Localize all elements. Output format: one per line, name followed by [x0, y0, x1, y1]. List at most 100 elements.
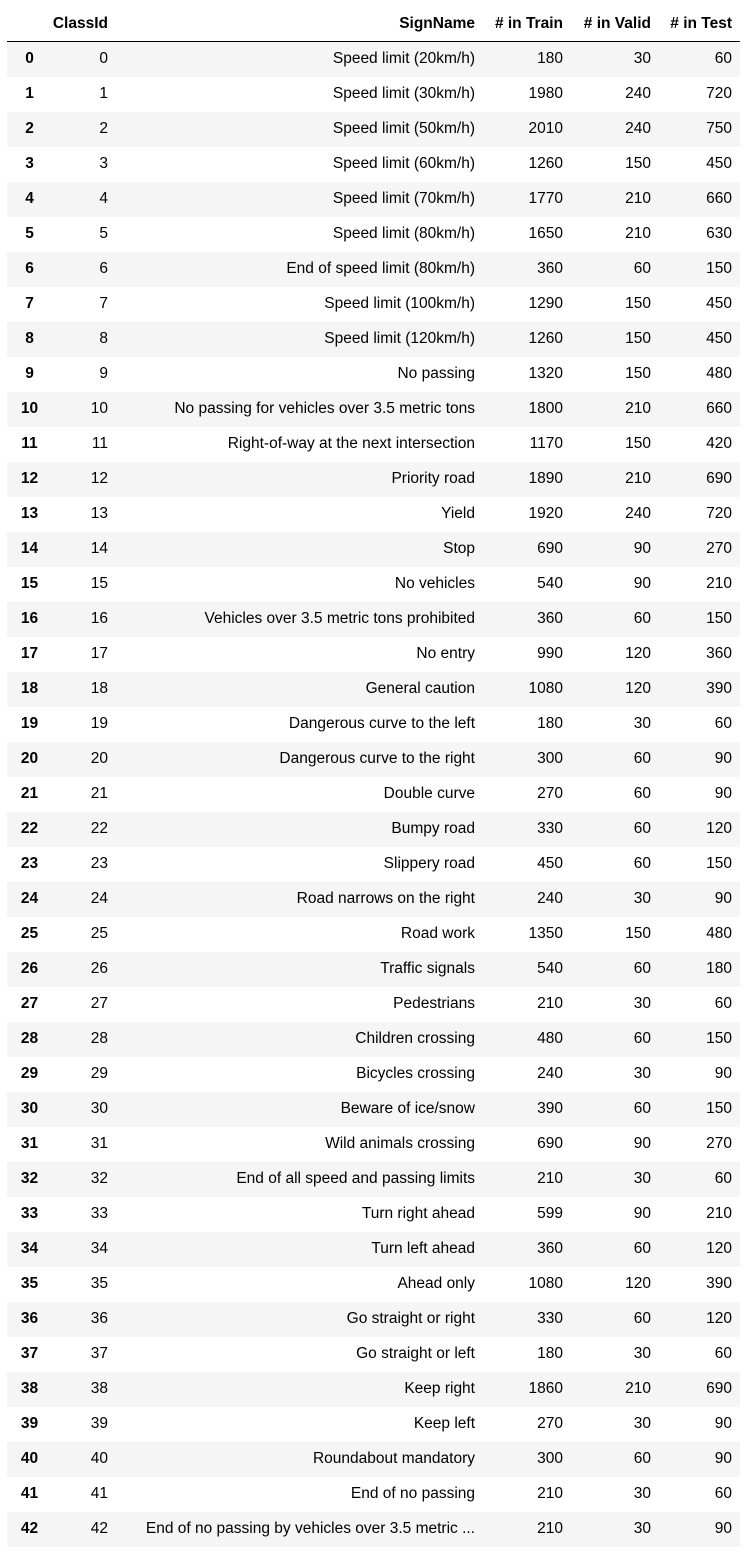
cell-train-count: 1860 [528, 1380, 563, 1397]
cell-test-count: 60 [714, 50, 732, 68]
table-row: 9 9 No passing 1320 150 480 [7, 357, 740, 392]
header-signname: SignName [116, 7, 483, 42]
cell-test-count: 270 [706, 1135, 732, 1152]
cell-train-count: 540 [537, 575, 563, 592]
cell-valid-count: 60 [633, 1310, 651, 1327]
cell-signname: Turn right ahead [361, 1205, 475, 1222]
cell-signname: No entry [416, 645, 475, 662]
table-row: 32 32 End of all speed and passing limits 2… [7, 1161, 740, 1197]
cell-train-count: 1650 [528, 225, 563, 242]
table-row: 11 11 Right-of-way at the next intersectio… [7, 427, 740, 462]
cell-train-count: 270 [537, 1415, 563, 1432]
cell-classid: 3 [99, 155, 108, 172]
cell-valid-count: 120 [625, 645, 651, 662]
cell-valid-count: 240 [625, 85, 651, 102]
cell-signname: Bicycles crossing [356, 1065, 475, 1082]
cell-train-count: 599 [537, 1205, 563, 1222]
cell-classid: 41 [90, 1485, 108, 1502]
cell-valid-count: 90 [633, 1205, 651, 1222]
cell-valid-count: 30 [633, 715, 651, 732]
header-index [7, 7, 52, 42]
cell-test-count: 60 [714, 1485, 732, 1502]
table-row: 26 26 Traffic signals 540 60 180 [7, 951, 740, 987]
cell-classid: 35 [90, 1275, 108, 1292]
cell-valid-count: 60 [633, 855, 651, 872]
row-index: 7 [25, 295, 34, 312]
cell-classid: 24 [90, 890, 108, 907]
row-index: 20 [20, 750, 39, 767]
cell-classid: 31 [90, 1135, 108, 1152]
cell-test-count: 90 [714, 750, 732, 767]
cell-classid: 30 [90, 1100, 108, 1117]
cell-signname: Double curve [383, 785, 475, 802]
cell-test-count: 90 [714, 1450, 732, 1467]
row-index: 11 [21, 435, 38, 452]
cell-train-count: 480 [537, 1030, 563, 1047]
cell-valid-count: 30 [633, 1170, 651, 1187]
cell-valid-count: 90 [633, 540, 651, 557]
cell-valid-count: 60 [633, 960, 651, 977]
row-index: 21 [20, 785, 39, 802]
cell-valid-count: 30 [633, 1520, 651, 1537]
cell-test-count: 210 [706, 575, 732, 592]
cell-classid: 13 [90, 505, 108, 522]
cell-signname: Traffic signals [380, 960, 475, 977]
cell-signname: Keep left [413, 1415, 475, 1432]
cell-signname: Children crossing [355, 1030, 475, 1047]
row-index: 33 [20, 1205, 39, 1222]
cell-classid: 33 [90, 1205, 108, 1222]
cell-valid-count: 210 [625, 1380, 651, 1397]
row-index: 12 [20, 470, 39, 487]
cell-signname: Go straight or right [346, 1310, 475, 1327]
cell-train-count: 360 [537, 610, 563, 627]
cell-classid: 5 [99, 225, 108, 242]
row-index: 13 [20, 505, 39, 522]
row-index: 16 [20, 610, 39, 627]
cell-signname: Road narrows on the right [296, 890, 475, 907]
row-index: 32 [20, 1170, 39, 1187]
header-train: # in Train [483, 7, 571, 42]
cell-test-count: 720 [706, 85, 732, 102]
table-row: 21 21 Double curve 270 60 90 [7, 777, 740, 812]
cell-classid: 16 [90, 610, 108, 627]
cell-train-count: 360 [537, 1240, 563, 1257]
cell-test-count: 420 [706, 435, 732, 452]
cell-test-count: 720 [706, 505, 732, 522]
cell-valid-count: 30 [633, 1485, 651, 1502]
cell-test-count: 450 [706, 330, 732, 347]
row-index: 26 [20, 960, 39, 977]
table-row: 37 37 Go straight or left 180 30 60 [7, 1337, 740, 1372]
table-row: 35 35 Ahead only 1080 120 390 [7, 1267, 740, 1302]
cell-signname: Slippery road [383, 855, 475, 872]
cell-signname: Priority road [391, 470, 475, 487]
row-index: 36 [20, 1310, 39, 1327]
table-row: 40 40 Roundabout mandatory 300 60 90 [7, 1441, 740, 1477]
cell-signname: Speed limit (100km/h) [324, 295, 475, 312]
table-row: 18 18 General caution 1080 120 390 [7, 671, 740, 707]
row-index: 22 [20, 820, 39, 837]
cell-test-count: 210 [706, 1205, 732, 1222]
table-row: 2 2 Speed limit (50km/h) 2010 240 750 [7, 111, 740, 147]
table-row: 30 30 Beware of ice/snow 390 60 150 [7, 1091, 740, 1127]
cell-classid: 10 [90, 400, 108, 417]
row-index: 5 [25, 225, 34, 242]
row-index: 42 [20, 1520, 39, 1537]
table-row: 20 20 Dangerous curve to the right 300 60 90 [7, 741, 740, 777]
cell-classid: 23 [90, 855, 108, 872]
table-row: 10 10 No passing for vehicles over 3.5 met… [7, 391, 740, 427]
row-index: 25 [20, 925, 39, 942]
cell-test-count: 480 [706, 925, 732, 942]
cell-signname: Dangerous curve to the right [279, 750, 475, 767]
cell-valid-count: 60 [633, 610, 651, 627]
cell-classid: 22 [90, 820, 108, 837]
row-index: 38 [20, 1380, 39, 1397]
table-row: 3 3 Speed limit (60km/h) 1260 150 450 [7, 147, 740, 182]
cell-classid: 4 [99, 190, 108, 207]
cell-train-count: 330 [537, 820, 563, 837]
cell-valid-count: 30 [633, 1065, 651, 1082]
table-row: 27 27 Pedestrians 210 30 60 [7, 987, 740, 1022]
table-row: 25 25 Road work 1350 150 480 [7, 917, 740, 952]
cell-test-count: 180 [706, 960, 732, 977]
cell-signname: Pedestrians [393, 995, 475, 1012]
cell-valid-count: 30 [633, 995, 651, 1012]
